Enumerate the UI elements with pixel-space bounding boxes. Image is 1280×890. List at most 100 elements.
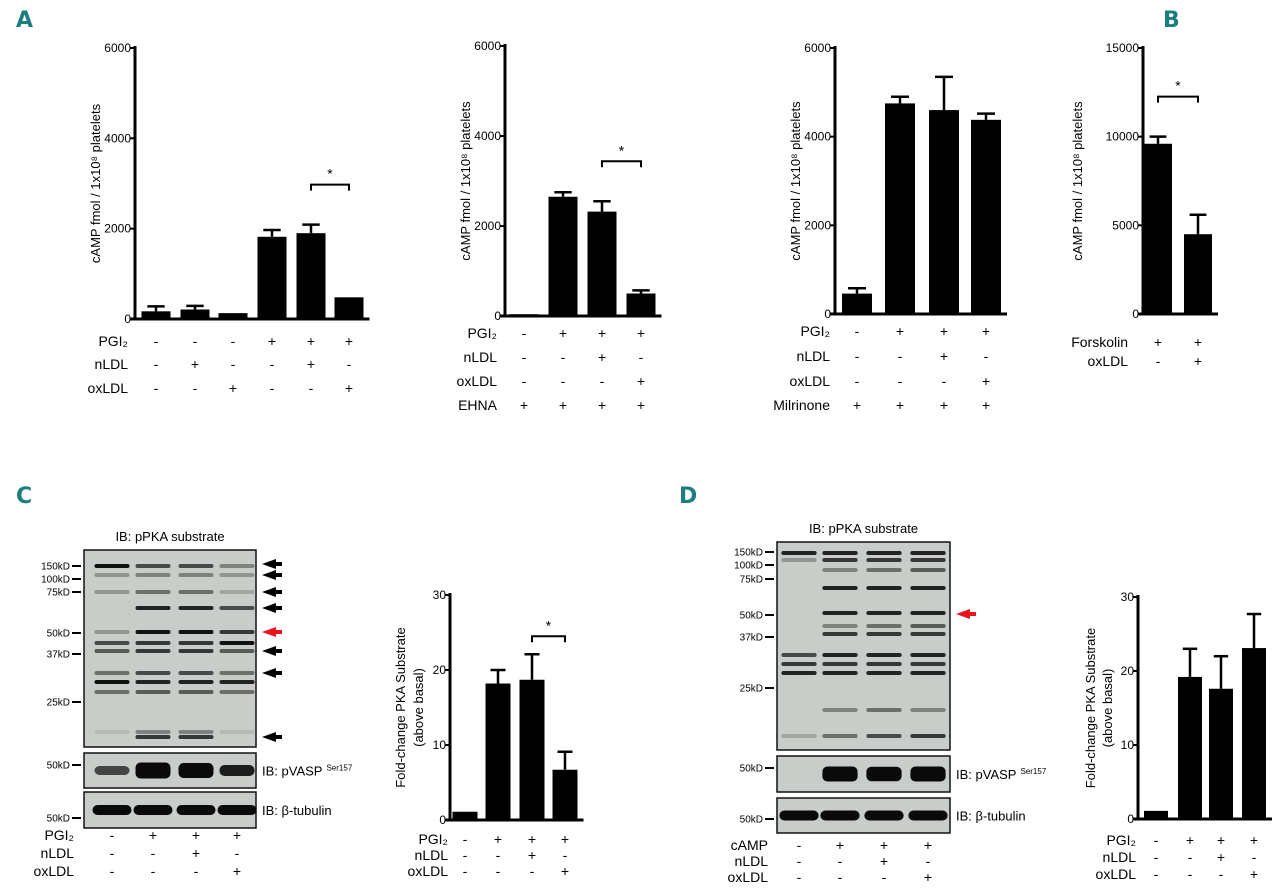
bar [1209,688,1233,819]
y-tick-label: 6000 [804,41,831,55]
band [135,735,171,739]
condition-label: nLDL [41,845,75,861]
band [910,558,946,562]
band [866,611,902,615]
marker-label: 50kD [740,764,763,775]
band [94,641,130,645]
condition-label: PGI₂ [98,333,128,349]
band [822,653,858,657]
band [94,730,130,734]
y-tick-label: 0 [1132,307,1139,321]
condition-sign: - [561,373,566,389]
band [135,641,171,645]
condition-sign: + [1250,832,1258,848]
bar [1178,676,1202,819]
band [781,662,817,666]
y-tick-label: 2000 [104,222,131,236]
blot-title: IB: pPKA substrate [115,529,224,544]
y-tick-label: 10 [1121,738,1135,752]
bar [485,683,511,820]
condition-label: nLDL [735,853,769,869]
band [910,611,946,615]
condition-sign: + [924,869,932,885]
condition-sign: - [231,356,236,372]
band [822,734,858,738]
band [94,573,130,577]
band [94,766,130,775]
condition-sign: - [309,380,314,396]
condition-sign: + [233,863,241,879]
condition-sign: + [192,845,200,861]
condition-sign: + [528,847,536,863]
condition-sign: - [600,373,605,389]
condition-sign: - [151,863,156,879]
band [135,671,171,675]
condition-sign: + [561,831,569,847]
condition-sign: - [1188,866,1193,882]
condition-label: oxLDL [457,373,498,389]
band [822,551,858,555]
marker-label: 50kD [47,761,70,772]
band [866,734,902,738]
condition-sign: + [896,397,904,413]
condition-sign: - [522,325,527,341]
band [178,735,214,739]
y-tick-label: 10000 [1106,130,1140,144]
band [866,766,902,782]
marker-label: 37kD [47,650,70,661]
band [178,763,214,778]
bar [885,103,915,315]
y-axis-label-line2: (above basal) [1100,669,1115,748]
y-axis-label: cAMP fmol / 1x10⁸ platelets [1070,101,1085,261]
condition-label: oxLDL [34,863,75,879]
band-arrow-icon [262,732,282,742]
condition-sign: + [598,349,606,365]
band-arrow-icon [262,603,282,613]
band [219,730,255,734]
condition-sign: + [345,380,353,396]
condition-sign: - [496,863,501,879]
band [866,558,902,562]
marker-label: 25kD [47,698,70,709]
condition-sign: - [563,847,568,863]
band [178,680,214,684]
bar [141,311,171,319]
condition-label: nLDL [415,847,449,863]
highlight-arrow-icon [956,609,976,619]
significance-bracket [601,160,642,168]
condition-sign: - [347,356,352,372]
bar [1144,143,1172,314]
y-tick-label: 2000 [804,218,831,232]
condition-sign: + [307,333,315,349]
y-axis-label: cAMP fmol / 1x10⁸ platelets [788,101,803,261]
condition-sign: - [797,869,802,885]
band [94,671,130,675]
y-axis-label: Fold-change PKA Substrate [393,627,408,787]
condition-sign: - [898,373,903,389]
condition-sign: - [154,380,159,396]
band [866,632,902,636]
band [135,573,171,577]
y-tick-label: 6000 [104,41,131,55]
condition-label: oxLDL [790,373,831,389]
band [219,641,255,645]
bar [296,233,326,319]
band [219,671,255,675]
condition-label: nLDL [1103,849,1137,865]
band [822,611,858,615]
band [94,690,130,694]
marker-label: 50kD [47,629,70,640]
pvasp-label-superscript: Ser157 [1020,767,1046,776]
condition-sign: + [982,373,990,389]
condition-sign: - [942,373,947,389]
tubulin-label: IB: β-tubulin [956,809,1026,824]
band [219,630,255,634]
band [910,766,946,782]
band [178,573,214,577]
condition-sign: - [926,853,931,869]
y-tick-label: 30 [433,588,447,602]
band [910,624,946,628]
condition-sign: - [496,847,501,863]
marker-label: 150kD [41,562,70,573]
bar-chart-a3: 0 2000 4000 6000 cAMP fmol / 1x10⁸ platelets… [773,41,1007,413]
